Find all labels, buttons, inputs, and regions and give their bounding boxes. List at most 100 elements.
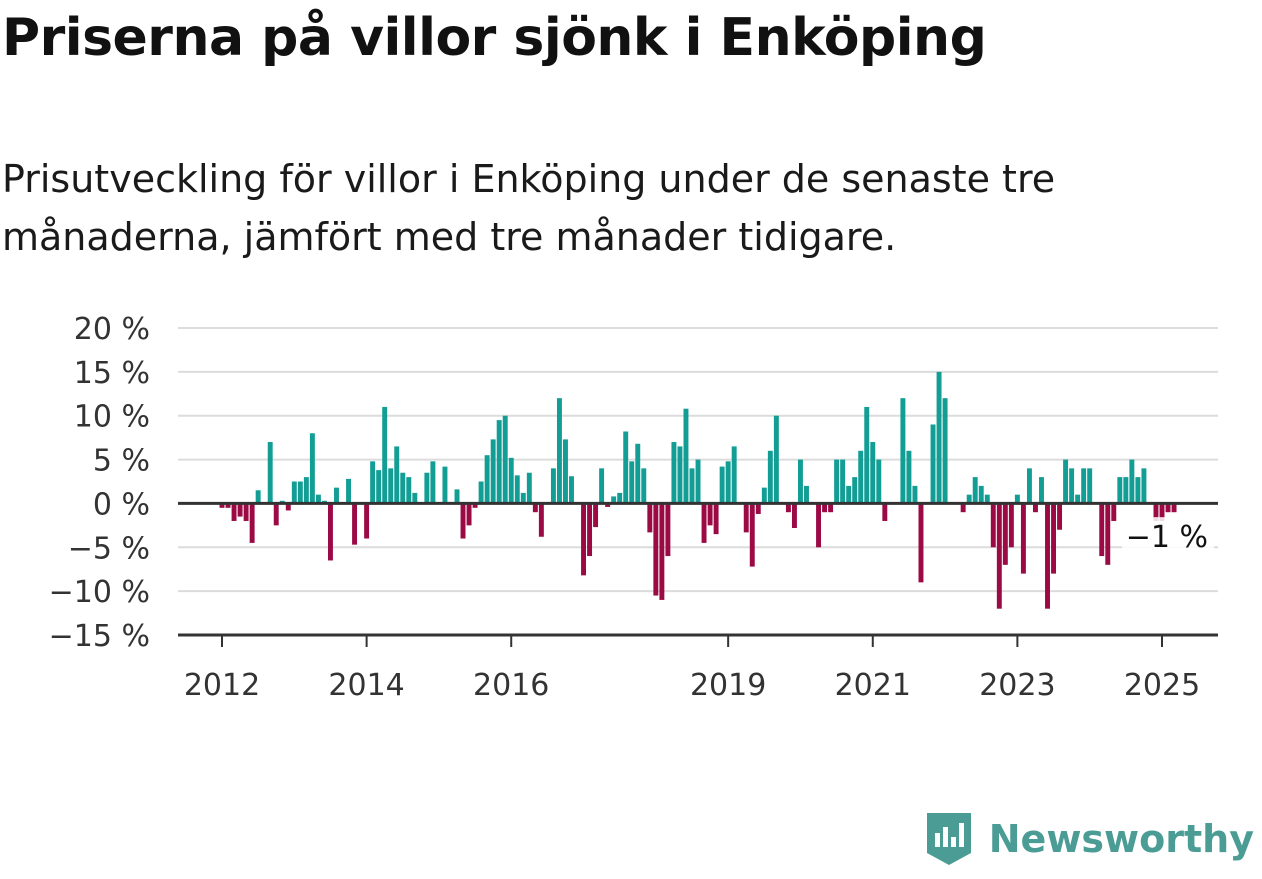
bar-negative: [1032, 503, 1038, 513]
bar-negative: [990, 503, 996, 548]
bar-negative: [1051, 503, 1057, 574]
x-tick-label: 2014: [328, 668, 404, 703]
bar-positive: [870, 442, 876, 504]
bar-positive: [412, 492, 418, 504]
y-tick-label: −5 %: [68, 531, 150, 566]
y-tick-label: 10 %: [74, 400, 150, 435]
bar-positive: [394, 446, 400, 504]
bar-positive: [695, 459, 701, 504]
x-tick-label: 2025: [1124, 668, 1200, 703]
bar-positive: [683, 408, 689, 504]
y-tick-label: 20 %: [74, 312, 150, 347]
bar-positive: [297, 481, 303, 504]
bar-negative: [707, 503, 713, 526]
newsworthy-logo-icon: [926, 813, 971, 865]
bar-negative: [785, 503, 791, 513]
bar-positive: [912, 485, 918, 504]
bar-positive: [376, 470, 382, 504]
bar-positive: [562, 439, 568, 504]
bar-positive: [255, 490, 261, 504]
bar-positive: [617, 492, 623, 504]
x-tick-label: 2019: [690, 668, 766, 703]
y-tick-label: −10 %: [49, 575, 150, 610]
bar-positive: [1081, 468, 1087, 504]
bar-positive: [484, 455, 490, 504]
bar-negative: [1020, 503, 1026, 574]
bar-negative: [713, 503, 719, 535]
bar-positive: [382, 406, 388, 504]
end-label-group: −1 %: [1122, 517, 1214, 555]
bar-negative: [791, 503, 797, 528]
bar-negative: [237, 503, 243, 517]
bar-positive: [334, 487, 339, 504]
bars: [219, 371, 1177, 609]
x-axis-ticks: 2012 2014 2016 2019 2021 2023 2025: [184, 635, 1200, 703]
x-tick-label: 2021: [835, 668, 911, 703]
bar-negative: [1159, 503, 1165, 521]
bar-positive: [864, 406, 870, 504]
bar-positive: [942, 398, 948, 504]
bar-negative: [364, 503, 370, 539]
bar-negative: [231, 503, 237, 521]
bar-negative: [960, 503, 966, 513]
bar-positive: [966, 494, 972, 504]
bar-negative: [285, 503, 291, 511]
bar-positive: [1039, 477, 1044, 504]
bar-positive: [520, 492, 526, 504]
bar-negative: [225, 503, 231, 508]
bar-negative: [822, 503, 828, 513]
bar-positive: [719, 466, 725, 504]
bar-negative: [327, 503, 333, 561]
bar-negative: [472, 503, 478, 508]
bar-negative: [653, 503, 659, 596]
bar-positive: [858, 450, 864, 504]
bar-positive: [370, 461, 376, 504]
bar-negative: [605, 503, 611, 507]
bar-positive: [508, 457, 514, 504]
x-tick-label: 2016: [473, 668, 549, 703]
bar-positive: [984, 494, 990, 504]
bar-negative: [581, 503, 587, 576]
bar-negative: [249, 503, 255, 543]
bar-positive: [1135, 477, 1141, 504]
newsworthy-brand[interactable]: Newsworthy: [923, 809, 1254, 869]
bar-positive: [689, 468, 695, 504]
bar-positive: [526, 472, 532, 504]
bar-positive: [629, 461, 635, 504]
axes: [178, 501, 1218, 637]
bar-positive: [876, 459, 882, 504]
bar-negative: [243, 503, 249, 521]
bar-positive: [978, 485, 984, 504]
bar-positive: [852, 477, 858, 504]
bar-negative: [659, 503, 665, 600]
bar-positive: [478, 481, 484, 504]
bar-negative: [882, 503, 888, 521]
bar-positive: [430, 461, 436, 504]
bar-negative: [219, 503, 225, 508]
bar-positive: [840, 459, 846, 504]
bar-positive: [773, 415, 779, 504]
bar-positive: [496, 420, 502, 504]
bar-positive: [1069, 468, 1075, 504]
bar-negative: [587, 503, 593, 557]
bar-positive: [315, 494, 321, 504]
bar-positive: [1075, 494, 1081, 504]
bar-negative: [701, 503, 707, 543]
bar-positive: [1063, 459, 1069, 504]
bar-positive: [641, 468, 647, 504]
bar-positive: [761, 487, 767, 504]
bar-positive: [406, 477, 412, 504]
bar-negative: [460, 503, 466, 539]
y-tick-label: −15 %: [49, 619, 150, 654]
price-change-bar-chart: 20 %15 %10 %5 %0 %−5 %−10 %−15 % 2012 201…: [49, 312, 1218, 703]
bar-positive: [346, 478, 352, 504]
bar-positive: [400, 472, 406, 504]
bar-positive: [767, 450, 773, 504]
bar-negative: [1099, 503, 1105, 557]
bar-positive: [424, 472, 430, 504]
y-tick-label: 15 %: [74, 356, 150, 391]
bar-positive: [1129, 459, 1135, 504]
bar-positive: [1014, 494, 1020, 504]
bar-negative: [1002, 503, 1008, 565]
bar-positive: [454, 489, 460, 504]
